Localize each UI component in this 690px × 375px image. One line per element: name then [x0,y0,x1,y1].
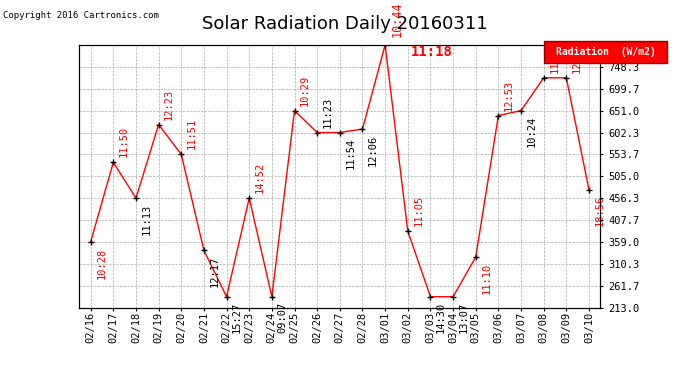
Text: 12:53: 12:53 [504,80,514,111]
Text: Radiation  (W/m2): Radiation (W/m2) [555,46,656,57]
Text: 11:51: 11:51 [187,118,197,149]
Text: Solar Radiation Daily 20160311: Solar Radiation Daily 20160311 [202,15,488,33]
Text: 09:07: 09:07 [277,302,288,333]
Text: 11:18: 11:18 [411,45,452,59]
Text: 14:30: 14:30 [436,302,446,333]
Text: 12:25: 12:25 [572,42,582,73]
Text: 12:06: 12:06 [368,135,378,166]
Text: 15:27: 15:27 [232,302,242,333]
Text: 11:05: 11:05 [413,195,424,226]
Text: 13:07: 13:07 [459,302,469,333]
Text: 11:54: 11:54 [346,138,355,169]
Text: 11:13: 11:13 [141,204,152,235]
Text: 11:41: 11:41 [549,42,559,73]
Text: 10:24: 10:24 [526,116,537,147]
Text: 10:44: 10:44 [391,1,404,37]
Text: 10:29: 10:29 [300,74,310,106]
Text: 11:23: 11:23 [323,96,333,128]
Text: Copyright 2016 Cartronics.com: Copyright 2016 Cartronics.com [3,11,159,20]
Text: 11:10: 11:10 [482,262,491,294]
Text: 10:28: 10:28 [96,248,106,279]
Text: 11:50: 11:50 [119,126,129,158]
Text: 14:52: 14:52 [255,162,265,193]
Text: 12:17: 12:17 [210,256,219,287]
Text: 18:56: 18:56 [595,195,604,226]
Text: 12:23: 12:23 [164,88,174,120]
